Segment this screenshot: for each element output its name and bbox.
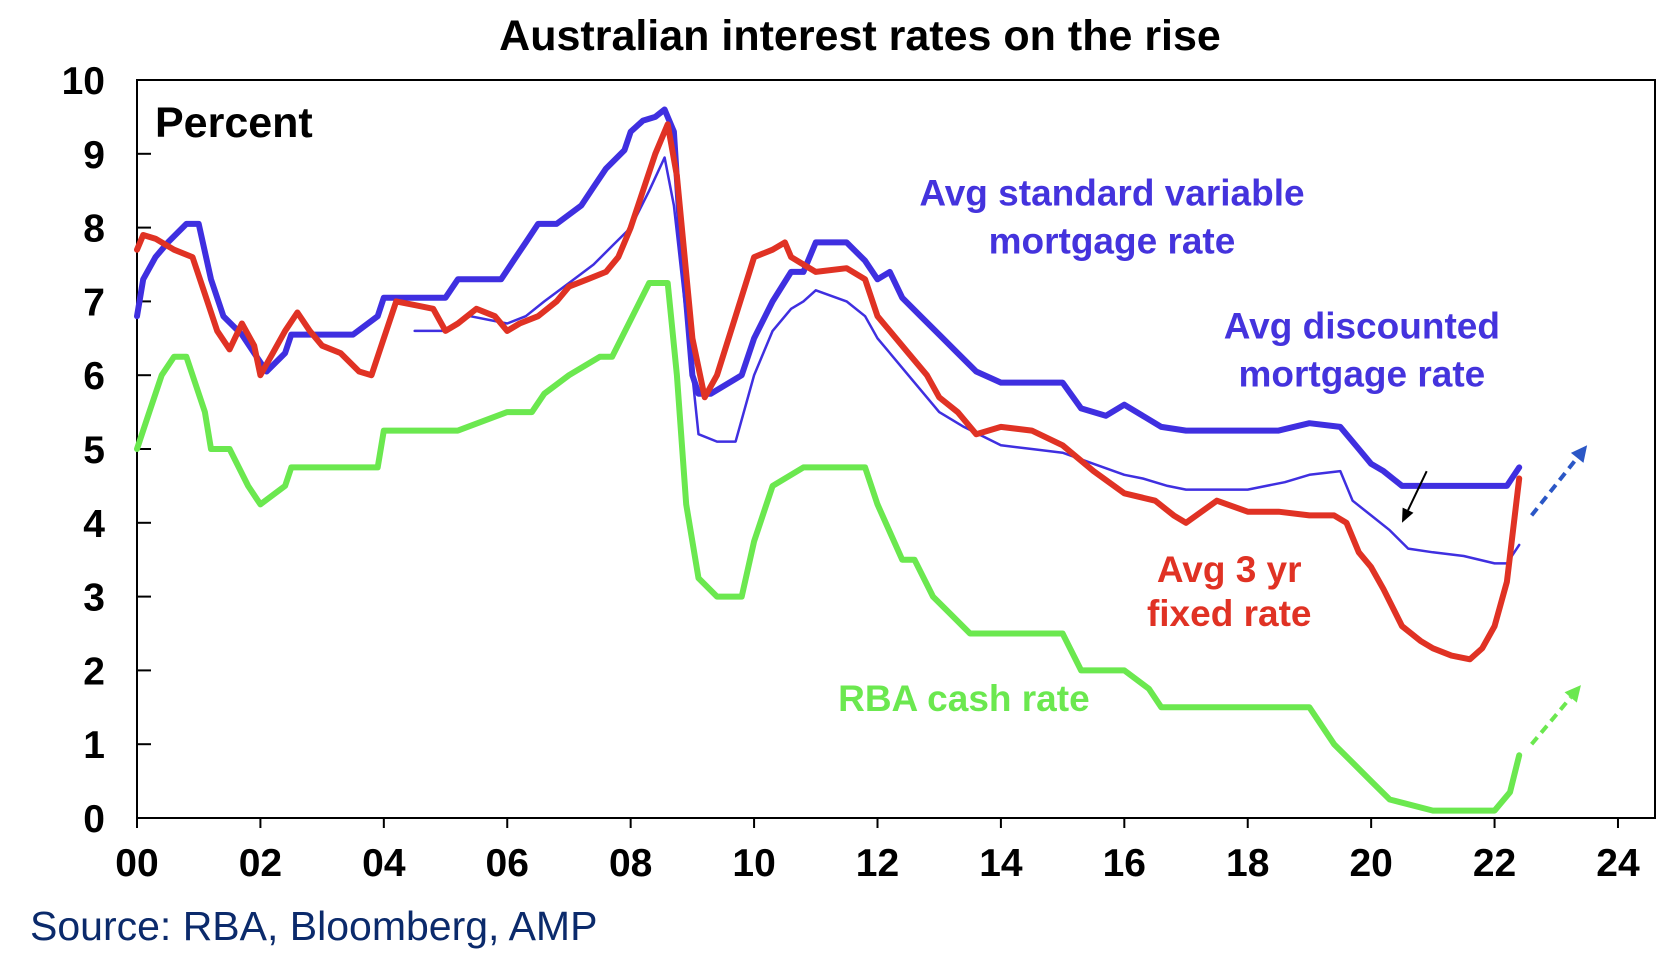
x-axis: 00 02 04 06 08 10 12 14 16 18 20 22 24 — [115, 818, 1640, 885]
x-tick-label: 10 — [732, 842, 775, 885]
annotation-fixed-line-1: Avg 3 yr — [1157, 549, 1302, 590]
series-line-avg-discounted-mortgage-rate — [413, 156, 1521, 565]
y-tick-label: 7 — [83, 281, 105, 324]
annotation-standard-variable-line-1: Avg standard variable — [919, 172, 1304, 213]
annotation-standard-variable-line-2: mortgage rate — [989, 220, 1236, 261]
series-layer — [134, 106, 1523, 814]
annotation-discounted-line-2: mortgage rate — [1239, 353, 1486, 394]
y-tick-label: 5 — [83, 429, 105, 472]
annotation-fixed-line-2: fixed rate — [1147, 593, 1312, 634]
x-tick-label: 22 — [1473, 842, 1516, 885]
x-tick-label: 06 — [486, 842, 529, 885]
discounted-pointer-arrow — [1407, 470, 1428, 511]
y-tick-label: 0 — [83, 798, 105, 841]
annotation-discounted-line-1: Avg discounted — [1224, 305, 1500, 346]
series-line-avg-3-yr-fixed-rate — [134, 121, 1523, 663]
x-tick-label: 02 — [239, 842, 282, 885]
plot-area — [136, 79, 1656, 819]
annotation-cash-rate-line-1: RBA cash rate — [838, 678, 1090, 719]
x-tick-label: 08 — [609, 842, 652, 885]
x-tick-label: 18 — [1226, 842, 1269, 885]
x-tick-label: 20 — [1349, 842, 1392, 885]
chart-title: Australian interest rates on the rise — [499, 12, 1221, 60]
x-tick-label: 04 — [362, 842, 406, 885]
y-tick-label: 2 — [83, 650, 105, 693]
x-tick-label: 00 — [115, 842, 158, 885]
y-axis: 0 1 2 3 4 5 6 7 8 9 10 — [62, 60, 151, 841]
x-tick-label: 12 — [856, 842, 899, 885]
cash-rate-rise-arrow — [1530, 696, 1573, 746]
y-tick-label: 9 — [83, 134, 105, 177]
x-tick-label: 24 — [1596, 842, 1640, 885]
y-tick-label: 10 — [62, 60, 105, 103]
y-tick-label: 8 — [83, 208, 105, 251]
series-line-rba-cash-rate — [134, 280, 1523, 814]
x-tick-label: 16 — [1103, 842, 1146, 885]
annotations-layer: Avg standard variable mortgage rate Avg di… — [838, 172, 1588, 746]
series-line-avg-standard-variable-mortgage-rate — [134, 106, 1523, 489]
discounted-pointer-arrow-head — [1402, 507, 1414, 523]
y-tick-label: 6 — [83, 355, 105, 398]
y-axis-unit-label: Percent — [155, 99, 313, 147]
x-tick-label: 14 — [979, 842, 1023, 885]
source-note: Source: RBA, Bloomberg, AMP — [30, 903, 597, 949]
y-tick-label: 4 — [83, 503, 105, 546]
cash-rate-rise-arrow-head — [1564, 685, 1581, 703]
variable-rate-rise-arrow — [1530, 456, 1579, 517]
variable-rate-rise-arrow-head — [1570, 445, 1588, 463]
y-tick-label: 1 — [83, 724, 105, 767]
y-tick-label: 3 — [83, 577, 105, 620]
